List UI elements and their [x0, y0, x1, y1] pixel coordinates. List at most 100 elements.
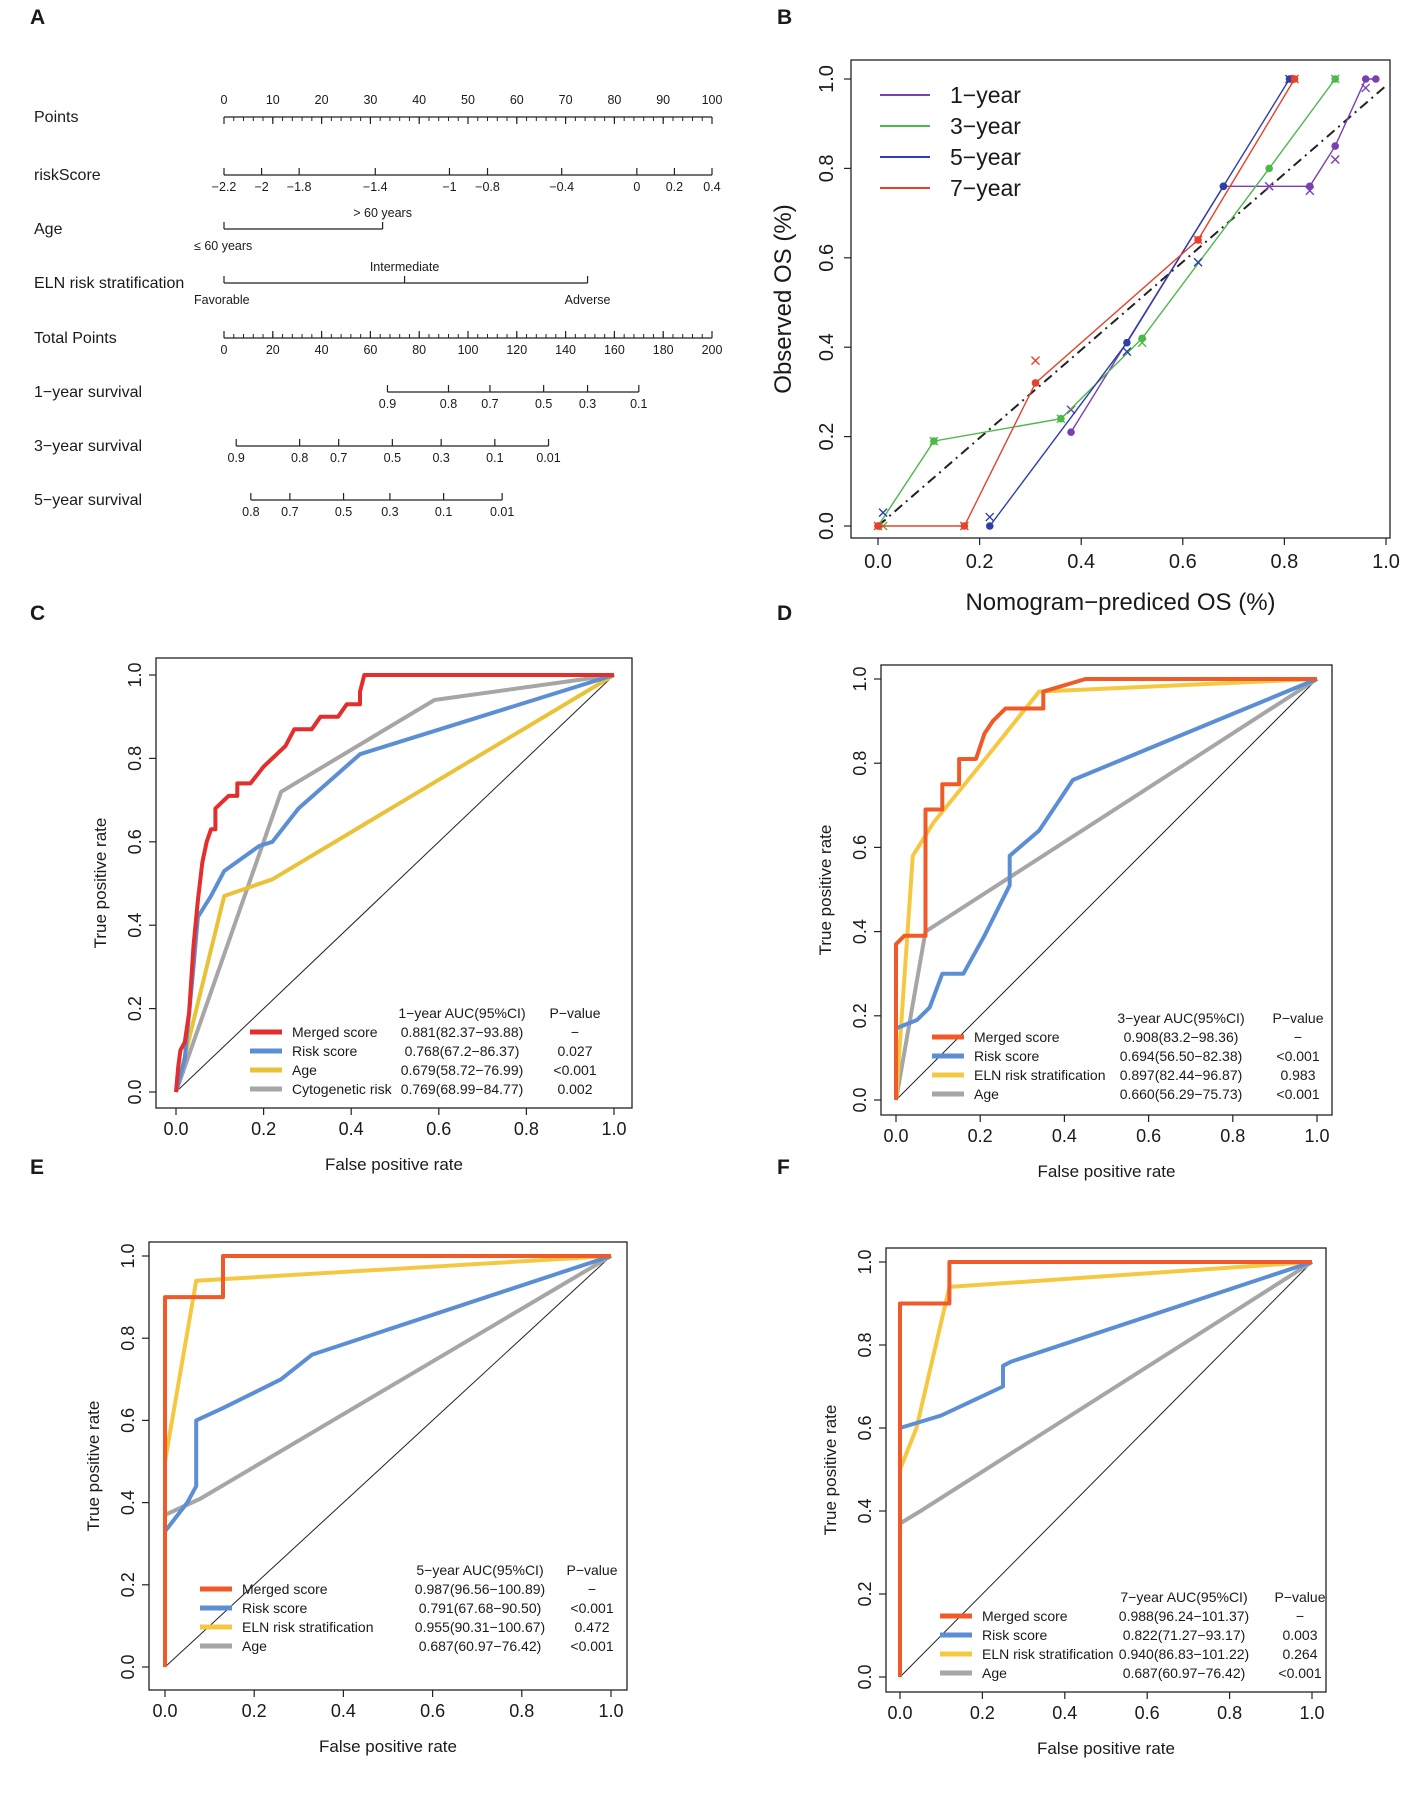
nomogram-tick-label: 0.4 — [703, 180, 720, 194]
nomogram-tick-label: 0.8 — [242, 505, 259, 519]
y-tick-label: 0.6 — [855, 1415, 875, 1440]
calibration-point — [1067, 428, 1075, 436]
diagonal-reference-line — [164, 1255, 612, 1668]
legend-auc: 0.687(60.97−76.42) — [419, 1638, 542, 1654]
x-axis-label: False positive rate — [325, 1155, 463, 1174]
y-tick-label: 1.0 — [118, 1243, 138, 1268]
legend-auc: 0.822(71.27−93.17) — [1123, 1627, 1246, 1643]
nomogram-tick-label: 70 — [559, 93, 573, 107]
legend-auc: 0.908(83.2−98.36) — [1124, 1029, 1239, 1045]
legend-header-auc: 5−year AUC(95%CI) — [416, 1562, 543, 1578]
nomogram-tick-label: 160 — [604, 343, 625, 357]
y-tick-label: 0.0 — [118, 1654, 138, 1679]
legend-auc: 0.897(82.44−96.87) — [1120, 1067, 1243, 1083]
legend-auc: 0.694(56.50−82.38) — [1120, 1048, 1243, 1064]
x-axis-label: False positive rate — [319, 1737, 457, 1756]
calibration-point — [1265, 164, 1273, 173]
x-tick-label: 0.6 — [1136, 1126, 1161, 1146]
legend-label: Age — [292, 1062, 317, 1078]
legend-label: ELN risk stratification — [242, 1619, 373, 1635]
legend-label: ELN risk stratification — [974, 1067, 1105, 1083]
plot-frame — [148, 1241, 628, 1691]
nomogram-tick-label: −1 — [442, 180, 456, 194]
x-axis-label: False positive rate — [1037, 1739, 1175, 1758]
x-tick-label: 0.0 — [864, 551, 892, 573]
nomogram-tick-label: 120 — [506, 343, 527, 357]
roc-chart-3-year: 0.0 0.2 0.4 0.6 0.8 1.0 0.0 0.2 0.4 0.6 0.8 1.0 Fals… — [816, 664, 1333, 1181]
legend-label: Cytogenetic risk — [292, 1081, 393, 1097]
legend-header-auc: 1−year AUC(95%CI) — [398, 1005, 525, 1021]
x-tick-label: 0.6 — [1169, 551, 1197, 573]
legend-pvalue: <0.001 — [570, 1638, 613, 1654]
x-tick-label: 0.4 — [339, 1119, 364, 1139]
legend-label: 7−year — [950, 175, 1021, 201]
y-tick-label: 0.4 — [118, 1490, 138, 1515]
x-tick-label: 0.2 — [251, 1119, 276, 1139]
legend-label: Age — [242, 1638, 267, 1654]
legend-label: Risk score — [242, 1600, 308, 1616]
calibration-point — [1372, 75, 1380, 83]
legend-auc: 0.769(68.99−84.77) — [401, 1081, 524, 1097]
y-tick-label: 0.2 — [125, 996, 145, 1021]
x-tick-label: 0.8 — [509, 1701, 534, 1721]
nomogram-tick-label: −0.8 — [475, 180, 500, 194]
calibration-cross — [959, 521, 969, 531]
nomogram-row-label: Total Points — [34, 330, 117, 347]
nomogram-tick-label: 0 — [221, 93, 228, 107]
legend-label: Merged score — [292, 1024, 378, 1040]
y-tick-label: 0.6 — [125, 829, 145, 854]
x-tick-label: 0.6 — [420, 1701, 445, 1721]
legend-header-pvalue: P−value — [567, 1562, 618, 1578]
legend-pvalue: − — [588, 1581, 596, 1597]
y-tick-label: 0.6 — [118, 1408, 138, 1433]
nomogram-tick-label: 30 — [363, 93, 377, 107]
nomogram-tick-label: 100 — [458, 343, 479, 357]
nomogram-tick-label: 0.3 — [432, 451, 449, 465]
nomogram-tick-label: 200 — [702, 343, 723, 357]
x-tick-label: 0.6 — [426, 1119, 451, 1139]
panel-label-f: F — [777, 1156, 790, 1179]
legend-auc: 0.987(96.56−100.89) — [415, 1581, 545, 1597]
legend-pvalue: 0.264 — [1282, 1646, 1317, 1662]
nomogram-tick-label: 10 — [266, 93, 280, 107]
x-tick-label: 0.2 — [970, 1703, 995, 1723]
legend-pvalue: <0.001 — [570, 1600, 613, 1616]
panel-label-a: A — [30, 6, 45, 29]
panel-label-b: B — [777, 6, 792, 29]
y-tick-label: 0.0 — [816, 512, 838, 540]
y-tick-label: 0.2 — [118, 1572, 138, 1597]
y-axis-label: True positive rate — [84, 1401, 103, 1532]
legend-auc: 0.988(96.24−101.37) — [1119, 1608, 1249, 1624]
legend-auc: 0.940(86.83−101.22) — [1119, 1646, 1249, 1662]
legend-pvalue: <0.001 — [1276, 1086, 1319, 1102]
x-tick-label: 0.0 — [152, 1701, 177, 1721]
nomogram-tick-label: −1.8 — [287, 180, 312, 194]
roc-chart-1-year: 0.0 0.2 0.4 0.6 0.8 1.0 0.0 0.2 0.4 0.6 0.8 1.0 Fals… — [91, 657, 633, 1174]
nomogram-tick-label: 40 — [315, 343, 329, 357]
legend-auc: 0.881(82.37−93.88) — [401, 1024, 524, 1040]
plot-frame — [850, 59, 1391, 539]
calibration-cross — [1193, 235, 1203, 245]
nomogram-row-label: ELN risk stratification — [34, 275, 184, 292]
nomogram-tick-label: 60 — [363, 343, 377, 357]
x-tick-label: 0.0 — [163, 1119, 188, 1139]
roc-curve-merged-score — [894, 677, 1317, 1100]
calibration-cross — [873, 521, 883, 531]
legend-label: Merged score — [242, 1581, 328, 1597]
x-tick-label: 1.0 — [601, 1119, 626, 1139]
nomogram-tick-label: 0.7 — [481, 397, 498, 411]
x-tick-label: 0.4 — [1067, 551, 1095, 573]
nomogram-tick-label: 0 — [221, 343, 228, 357]
diagonal-reference-line — [899, 1261, 1313, 1678]
y-tick-label: 0.0 — [850, 1087, 870, 1112]
nomogram-tick-label: 80 — [412, 343, 426, 357]
nomogram-tick-label: 180 — [653, 343, 674, 357]
calibration-cross — [1122, 347, 1132, 357]
calibration-plot: 0.0 0.2 0.4 0.6 0.8 1.0 0.0 0.2 0.4 0.6 0.8 1.0 Nomo… — [770, 59, 1400, 616]
y-tick-label: 0.6 — [850, 835, 870, 860]
calibration-cross — [1330, 74, 1340, 84]
nomogram-tick-label: 140 — [555, 343, 576, 357]
y-tick-label: 0.4 — [816, 333, 838, 361]
nomogram-tick-label: 0.7 — [281, 505, 298, 519]
